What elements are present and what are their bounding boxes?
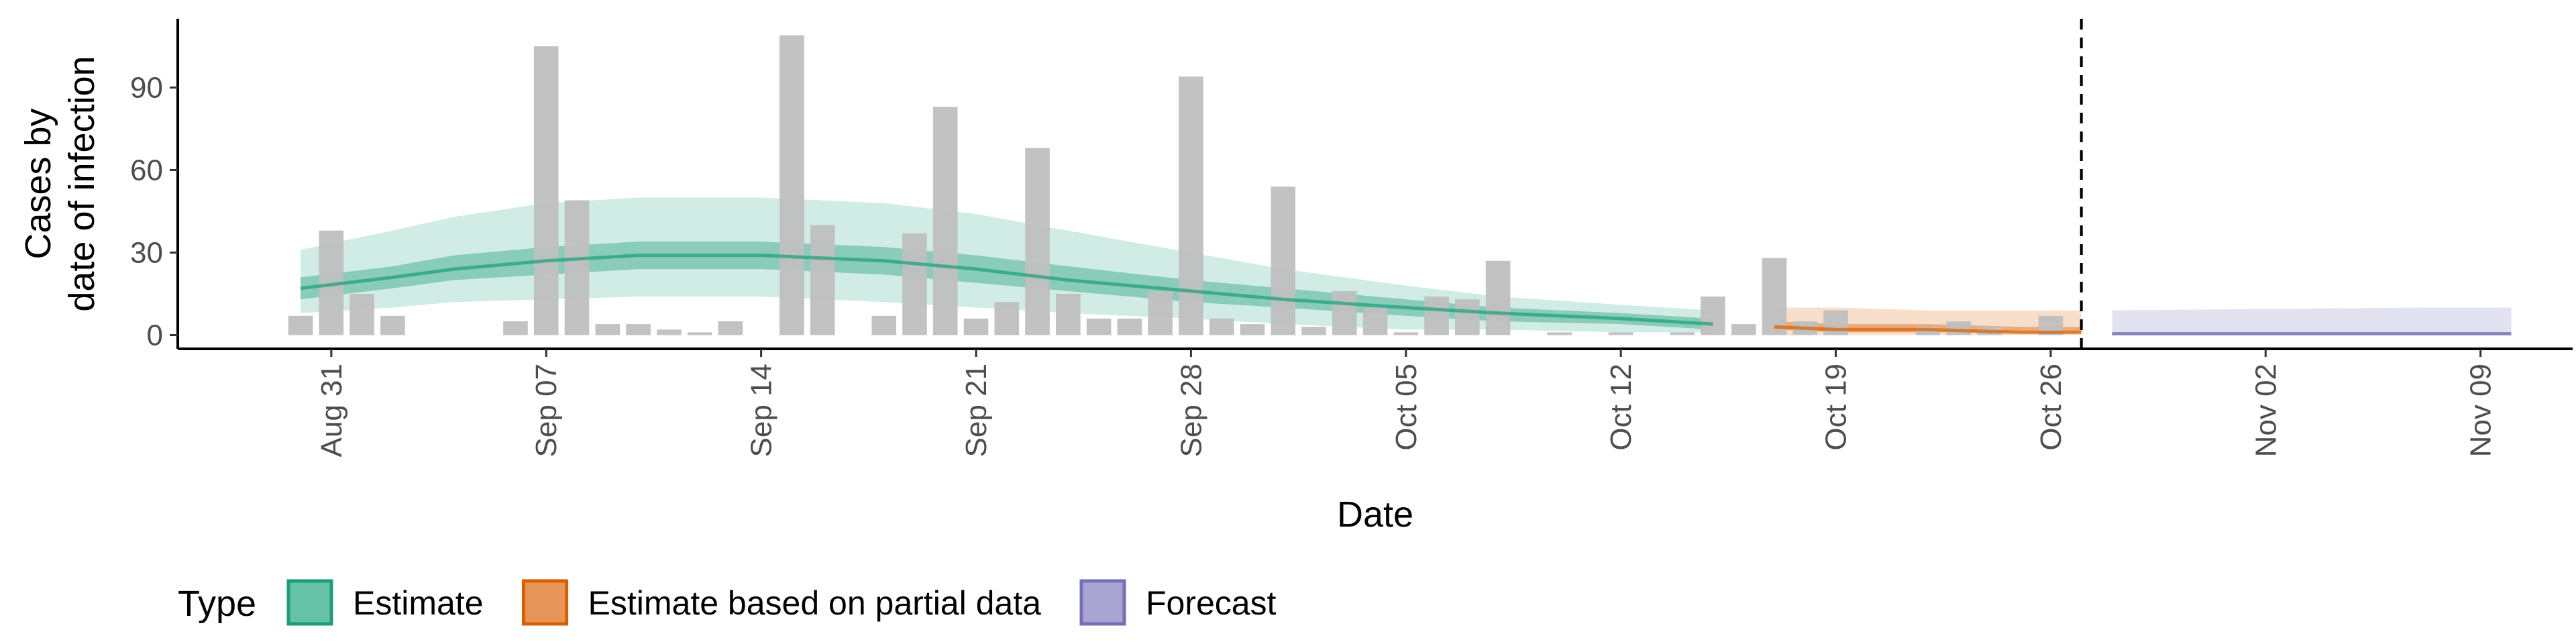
forecast-90-band (2112, 307, 2512, 335)
y-tick-label: 0 (147, 319, 163, 352)
reported-case-bar (1946, 321, 1971, 335)
x-tick-label: Nov 02 (2249, 364, 2282, 457)
reported-case-bar (1148, 290, 1173, 335)
x-tick-label: Oct 12 (1605, 364, 1638, 451)
reported-case-bar (1608, 332, 1633, 335)
x-tick-label: Nov 09 (2465, 364, 2498, 457)
partial-estimate-median-line (1774, 325, 2082, 334)
legend: Type Estimate Estimate based on partial d… (178, 579, 1277, 626)
reported-case-bar (718, 321, 743, 335)
reported-case-bar (657, 329, 682, 335)
reported-case-bar (1485, 260, 1511, 335)
estimate-median-line (300, 254, 1713, 326)
reported-case-bar (1209, 318, 1234, 335)
ribbons (301, 197, 2512, 335)
reported-case-bar (1271, 186, 1295, 335)
legend-label-2: Forecast (1146, 584, 1277, 622)
legend-title: Type (178, 584, 256, 624)
y-tick-label: 60 (130, 154, 163, 187)
reported-case-bar (932, 107, 958, 335)
estimate-50-band (301, 241, 1713, 330)
reported-case-bar (564, 200, 590, 335)
legend-key-2 (1079, 579, 1126, 626)
y-axis: 0 30 60 90 (130, 19, 179, 352)
reported-case-bar (1240, 324, 1265, 335)
x-tick-label: Sep 21 (960, 364, 993, 457)
x-tick-label: Aug 31 (315, 364, 348, 457)
reported-case-bar (687, 332, 712, 335)
x-axis-title: Date (1337, 494, 1413, 535)
y-axis-title-line-1: Cases by (18, 108, 58, 259)
reported-case-bar (1301, 327, 1326, 335)
reported-case-bar (350, 294, 374, 335)
reported-case-bar (595, 324, 621, 335)
reported-case-bar (810, 225, 835, 335)
median-lines (300, 254, 2512, 335)
reported-case-bar (1823, 310, 1848, 335)
y-axis-title: Cases by date of infection (18, 56, 102, 311)
reported-case-bar (1117, 318, 1142, 335)
reported-case-bar (533, 46, 559, 335)
reported-case-bar (1362, 307, 1388, 335)
reported-case-bar (1179, 76, 1203, 335)
legend-key-0 (286, 579, 333, 626)
reported-case-bar (1025, 148, 1050, 335)
reported-case-bar (380, 315, 405, 335)
reported-case-bar (871, 315, 896, 335)
reported-case-bar (1056, 294, 1081, 335)
y-tick-label: 30 (130, 237, 163, 270)
x-tick-label: Oct 26 (2035, 364, 2068, 451)
x-tick-label: Sep 14 (745, 364, 778, 457)
y-axis-title-line-2: date of infection (62, 56, 102, 311)
reported-case-bar (288, 315, 313, 335)
reported-case-bar (626, 324, 651, 335)
reported-case-bar (1086, 318, 1112, 335)
reported-case-bar (780, 35, 804, 335)
legend-key-1 (522, 579, 569, 626)
reported-case-bar (963, 318, 989, 335)
reported-case-bar (1701, 297, 1725, 335)
estimate-90-band (301, 197, 1713, 333)
legend-label-1: Estimate based on partial data (588, 584, 1042, 622)
x-tick-label: Sep 28 (1175, 364, 1208, 457)
reported-case-bar (1670, 332, 1695, 335)
x-tick-label: Sep 07 (530, 364, 563, 457)
reported-case-bar (1762, 258, 1787, 335)
reported-case-bar (503, 321, 528, 335)
x-axis: Aug 31 Sep 07 Sep 14 Sep 21 Sep 28 Oct 05 Oct … (178, 347, 2573, 457)
reported-case-bar (1455, 299, 1480, 335)
reported-case-bar (902, 233, 927, 335)
reported-case-bar (1393, 332, 1419, 335)
reported-case-bar (994, 302, 1020, 335)
reported-case-bar (1332, 290, 1357, 335)
legend-label-0: Estimate (353, 584, 484, 622)
x-tick-label: Oct 19 (1820, 364, 1853, 451)
reported-case-bar (1424, 297, 1449, 335)
reported-case-bars (288, 35, 2063, 335)
y-tick-label: 90 (130, 72, 163, 105)
x-tick-label: Oct 05 (1390, 364, 1423, 451)
reported-case-bar (1547, 332, 1572, 335)
reported-case-bar (1731, 324, 1756, 335)
